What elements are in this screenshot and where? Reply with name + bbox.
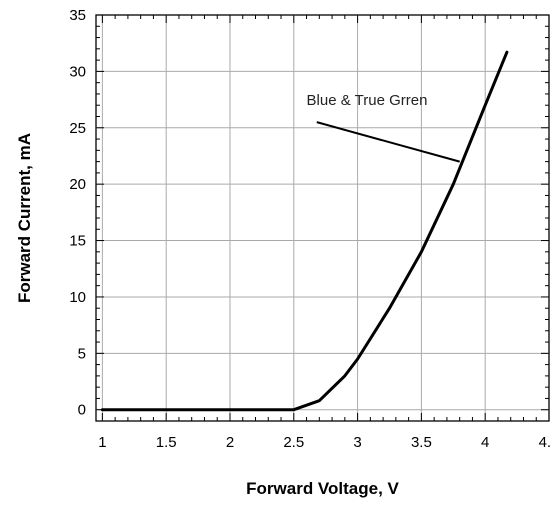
y-tick-label: 20 [69, 176, 86, 193]
x-axis-title: Forward Voltage, V [246, 479, 399, 498]
x-tick-label: 3.5 [411, 434, 432, 451]
series-line-0 [100, 50, 509, 412]
x-tick-label: 4 [481, 434, 489, 451]
grid [96, 15, 549, 421]
annotation-label-0: Blue & True Grren [307, 92, 428, 109]
x-tick-label: 2.5 [283, 434, 304, 451]
annotation-pointer-0 [316, 121, 460, 163]
series-layer [100, 50, 509, 412]
y-tick-label: 25 [69, 120, 86, 137]
x-tick-label: 2 [226, 434, 234, 451]
x-tick-label: 4.5 [539, 434, 550, 451]
y-tick-label: 10 [69, 289, 86, 306]
y-tick-label: 5 [78, 345, 86, 362]
x-tick-label: 1 [98, 434, 106, 451]
y-tick-label: 35 [69, 7, 86, 24]
plot-frame [95, 14, 550, 422]
y-tick-label: 0 [78, 402, 86, 419]
y-tick-label: 30 [69, 63, 86, 80]
y-axis-title: Forward Current, mA [15, 133, 34, 303]
y-tick-label: 15 [69, 233, 86, 250]
x-tick-label: 3 [353, 434, 361, 451]
ticks: 1 1.5 2 2.5 3 3.5 4 4.5 0 5 10 15 20 25 30 35 [69, 7, 550, 451]
annotation-layer: Blue & True Grren [307, 92, 460, 163]
x-tick-label: 1.5 [156, 434, 177, 451]
